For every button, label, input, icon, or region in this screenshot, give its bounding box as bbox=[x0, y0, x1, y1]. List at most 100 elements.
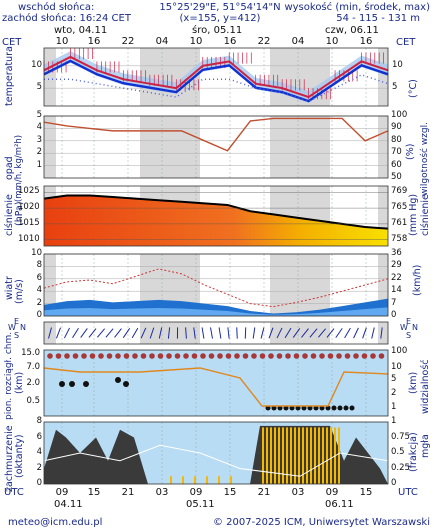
top-hour-0: 10 bbox=[55, 36, 69, 47]
temp-tick-right-0: 10 bbox=[392, 59, 403, 70]
top-hour-5: 16 bbox=[223, 36, 237, 47]
wind-arrow-29 bbox=[292, 328, 301, 338]
wind-arrow-10 bbox=[131, 327, 139, 339]
wind-arrow-25 bbox=[260, 327, 265, 339]
panel-bg-4 bbox=[44, 322, 388, 344]
night-band-end-4 bbox=[378, 322, 388, 344]
wind-arrow-13 bbox=[158, 327, 163, 339]
bottom-date-1: 04.11 bbox=[54, 499, 83, 510]
pressure-tick-0: 1025 bbox=[18, 186, 40, 197]
cloud-top-dot-26 bbox=[268, 353, 274, 359]
humidity-tick-3: 70 bbox=[391, 147, 402, 158]
fog-bar-19 bbox=[338, 427, 340, 484]
cloud-top-dot-29 bbox=[293, 353, 300, 359]
cloud-top-dot-7 bbox=[106, 353, 113, 359]
wind-arrow-32 bbox=[317, 328, 327, 338]
wind-kmh-tick-3: 14 bbox=[391, 285, 402, 296]
panel-border-5 bbox=[43, 349, 389, 417]
wind-arrow-1 bbox=[55, 327, 62, 339]
wind-arrow-4 bbox=[80, 328, 88, 338]
wind-tick-5: 0 bbox=[36, 310, 42, 320]
cloud-top-dot-10 bbox=[132, 353, 138, 359]
night-band-end-1 bbox=[378, 116, 388, 178]
cloud-tick-1: 7.0 bbox=[26, 362, 40, 372]
cover-tick-4: 0 bbox=[36, 478, 42, 488]
bottom-date-3: 06.11 bbox=[325, 499, 354, 510]
panel-bg-5 bbox=[44, 350, 388, 416]
cloud-top-dot-24 bbox=[251, 353, 257, 359]
top-hour-7: 04 bbox=[291, 36, 305, 47]
wind-arrow-5 bbox=[88, 328, 97, 338]
night-band-start-0 bbox=[44, 48, 56, 106]
fog-bar-3 bbox=[274, 427, 276, 484]
footer-email[interactable]: meteo@icm.edu.pl bbox=[8, 517, 103, 528]
fog-bar-8 bbox=[294, 427, 296, 484]
bottom-hour-1: 15 bbox=[87, 487, 101, 498]
fog-base-dot-14 bbox=[349, 405, 355, 411]
fog-bar-11 bbox=[306, 427, 308, 484]
wind-arrow-8 bbox=[114, 328, 122, 338]
low-cloud-dot-1 bbox=[69, 381, 75, 387]
cloud-tick-2: 2.0 bbox=[26, 378, 40, 388]
wind-arrow-15 bbox=[176, 327, 179, 339]
cloud-top-dot-15 bbox=[174, 353, 181, 359]
compass-e: E bbox=[14, 317, 20, 326]
humidity-tick-4: 60 bbox=[391, 159, 402, 170]
visibility-tick-0: 100 bbox=[391, 346, 408, 356]
fog-bar-7 bbox=[290, 427, 292, 484]
precip-tick-3: 2 bbox=[36, 147, 42, 158]
cover-tick-0: 8 bbox=[36, 416, 42, 426]
fog-bar-small-1 bbox=[182, 476, 184, 484]
compass-w: W bbox=[8, 323, 16, 332]
footer-copyright: © 2007-2025 ICM, Uniwersytet Warszawski bbox=[213, 517, 430, 528]
temperature-line bbox=[43, 59, 389, 103]
night-band-1-0 bbox=[140, 116, 200, 178]
cloud-top-dot-32 bbox=[319, 353, 325, 359]
bottom-date-2: 05.11 bbox=[186, 499, 215, 510]
compass-w-right: W bbox=[400, 323, 408, 332]
wind-arrow-9 bbox=[122, 328, 131, 338]
fog-tick-2: 0.5 bbox=[391, 447, 405, 457]
bottom-hour-3: 03 bbox=[155, 487, 169, 498]
bottom-hour-7: 03 bbox=[291, 487, 305, 498]
coords-label: 15°25'29"E, 51°54'14"N bbox=[159, 2, 281, 13]
night-band-end-3 bbox=[378, 254, 388, 316]
bottom-hour-9: 15 bbox=[359, 487, 373, 498]
timezone-left: CET bbox=[2, 37, 22, 48]
night-band-4-1 bbox=[270, 322, 330, 344]
wind-arrow-38 bbox=[371, 327, 375, 339]
elevation-label: wysokość (min, środek, max) bbox=[284, 2, 430, 13]
low-cloud-dot-0 bbox=[59, 381, 65, 387]
fog-bar-9 bbox=[298, 427, 300, 484]
compass-n-right: N bbox=[412, 323, 418, 332]
cloud-top-dot-33 bbox=[327, 353, 334, 359]
visibility-tick-1: 10 bbox=[391, 362, 402, 372]
utc-right: UTC bbox=[398, 487, 418, 498]
cloud-top-dot-11 bbox=[140, 353, 147, 359]
wind-tick-2: 6 bbox=[36, 272, 42, 283]
cloud-tick-3: 0.5 bbox=[26, 396, 40, 406]
night-band-end-2 bbox=[378, 186, 388, 246]
wind-tick-3: 4 bbox=[36, 285, 42, 296]
pressure-tick-2: 1015 bbox=[18, 217, 40, 228]
low-cloud-dot-4 bbox=[123, 381, 129, 387]
fog-bar-10 bbox=[302, 427, 304, 484]
pressure-tick-1: 1020 bbox=[18, 202, 40, 213]
low-cloud-dot-3 bbox=[115, 377, 121, 383]
cloud-top-dot-23 bbox=[242, 353, 249, 359]
night-band-start-3 bbox=[44, 254, 56, 316]
fog-bar-1 bbox=[266, 427, 268, 484]
compass-s-right: S bbox=[406, 331, 412, 340]
cloud-top-dot-9 bbox=[123, 353, 130, 359]
cloud-top-dot-27 bbox=[276, 353, 283, 359]
cloud-top-dot-21 bbox=[225, 353, 232, 359]
top-hour-2: 22 bbox=[121, 36, 135, 47]
wind-arrow-21 bbox=[227, 327, 230, 339]
top-hour-8: 10 bbox=[325, 36, 339, 47]
night-band-start-1 bbox=[44, 116, 56, 178]
wind-tick-1: 8 bbox=[36, 260, 42, 271]
cloud-top-dot-39 bbox=[378, 353, 385, 359]
panel-border-0 bbox=[43, 47, 389, 107]
wind-arrow-3 bbox=[72, 327, 79, 339]
